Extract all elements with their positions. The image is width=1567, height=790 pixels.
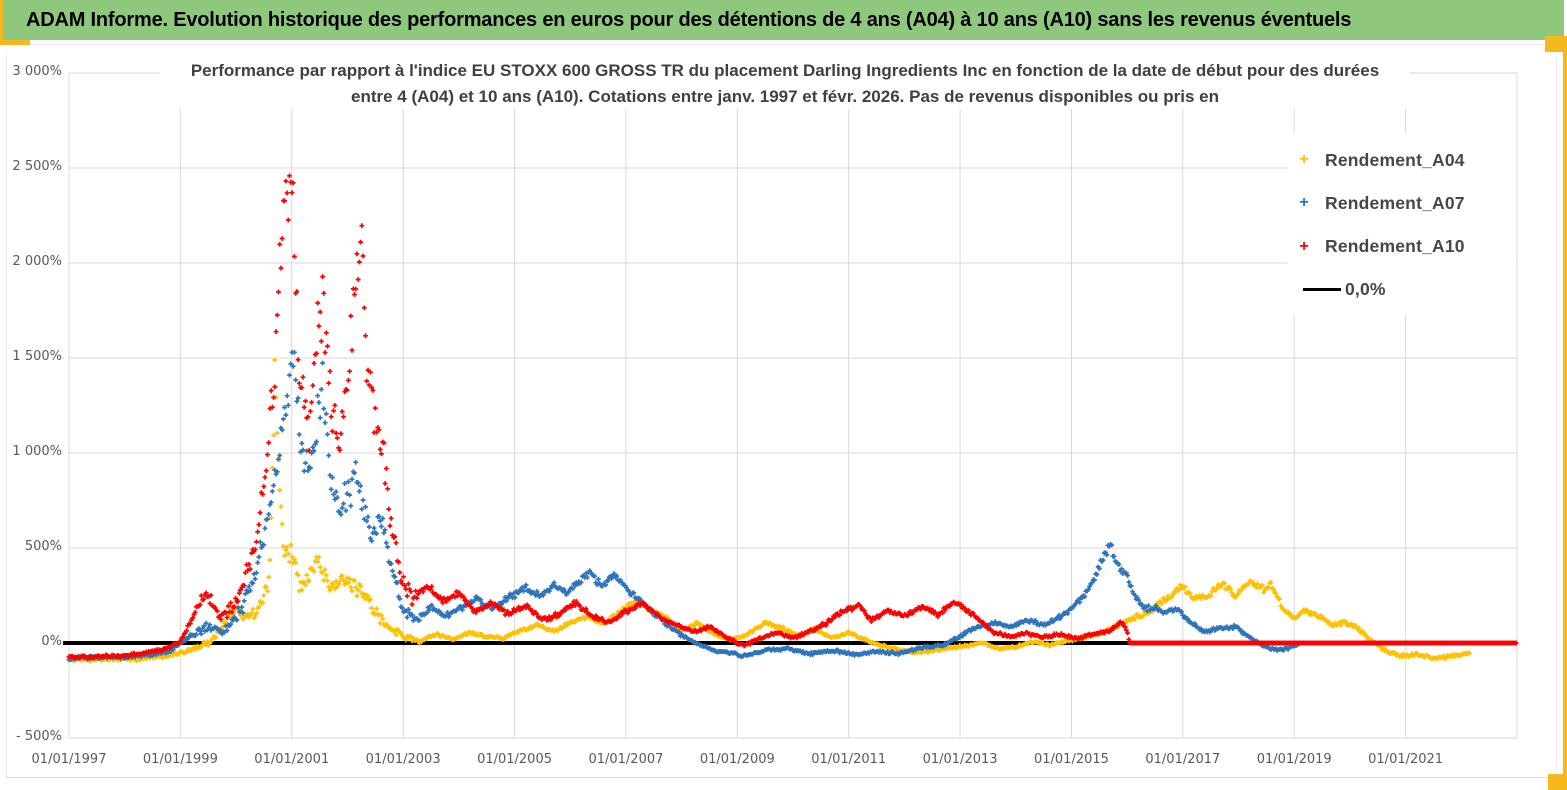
x-axis-tick-label: 01/01/2011 (811, 752, 887, 767)
x-axis-tick-label: 01/01/1999 (142, 752, 218, 767)
bottom-right-corner-accent (1548, 774, 1567, 790)
header-bar: ADAM Informe. Evolution historique des p… (0, 0, 1564, 40)
legend-item-zero-line: 0,0% (1287, 271, 1516, 309)
legend-label: Rendement_A07 (1325, 192, 1465, 213)
y-axis-tick-label: 1 500% (12, 349, 62, 364)
y-axis-tick-label: 500% (24, 539, 62, 554)
legend-item-rendement-a10: + Rendement_A10 (1287, 228, 1516, 266)
chart-title-line2: entre 4 (A04) et 10 ans (A10). Cotations… (351, 86, 1219, 106)
plus-marker-icon: + (1299, 194, 1309, 212)
legend-item-rendement-a07: + Rendement_A07 (1287, 184, 1516, 222)
header-underline (0, 44, 1567, 45)
x-axis-tick-label: 01/01/2007 (588, 752, 664, 767)
frame-bottom-border (6, 777, 1557, 778)
x-axis-tick-label: 01/01/2019 (1256, 752, 1332, 767)
y-axis-tick-label: - 500% (16, 729, 62, 744)
chart-title-line1: Performance par rapport à l'indice EU ST… (190, 61, 1380, 80)
plus-marker-icon: + (1299, 237, 1309, 255)
frame-left-border (6, 55, 7, 777)
x-axis-tick-label: 01/01/1997 (31, 752, 107, 767)
x-axis-tick-label: 01/01/2013 (922, 752, 998, 767)
legend-label: 0,0% (1345, 279, 1386, 300)
chart-title: Performance par rapport à l'indice EU ST… (160, 58, 1410, 109)
x-axis-tick-label: 01/01/2009 (699, 752, 775, 767)
header-right-accent (1545, 36, 1565, 52)
y-axis-tick-label: 2 000% (12, 254, 62, 269)
frame-right-border (1556, 55, 1557, 777)
y-axis-tick-label: 0% (41, 634, 62, 649)
legend-label: Rendement_A04 (1325, 149, 1465, 170)
right-edge-accent (1563, 36, 1567, 790)
legend-label: Rendement_A10 (1325, 236, 1465, 257)
x-axis-tick-label: 01/01/2001 (254, 752, 330, 767)
y-axis-tick-label: 1 000% (12, 444, 62, 459)
zero-line-sample-icon (1303, 288, 1341, 292)
chart-legend: + Rendement_A04 + Rendement_A07 + Rendem… (1287, 133, 1516, 315)
left-edge-accent (0, 0, 3, 44)
x-axis-tick-label: 01/01/2021 (1368, 752, 1444, 767)
legend-item-rendement-a04: + Rendement_A04 (1287, 141, 1516, 179)
y-axis-tick-label: 2 500% (12, 159, 62, 174)
header-title: ADAM Informe. Evolution historique des p… (26, 8, 1352, 31)
x-axis-tick-label: 01/01/2015 (1033, 752, 1109, 767)
x-axis-tick-label: 01/01/2003 (365, 752, 441, 767)
plus-marker-icon: + (1299, 151, 1309, 168)
x-axis-tick-label: 01/01/2017 (1145, 752, 1221, 767)
header-underline-accent (0, 40, 30, 45)
x-axis-tick-label: 01/01/2005 (477, 752, 552, 767)
y-axis-tick-label: 3 000% (12, 64, 62, 79)
